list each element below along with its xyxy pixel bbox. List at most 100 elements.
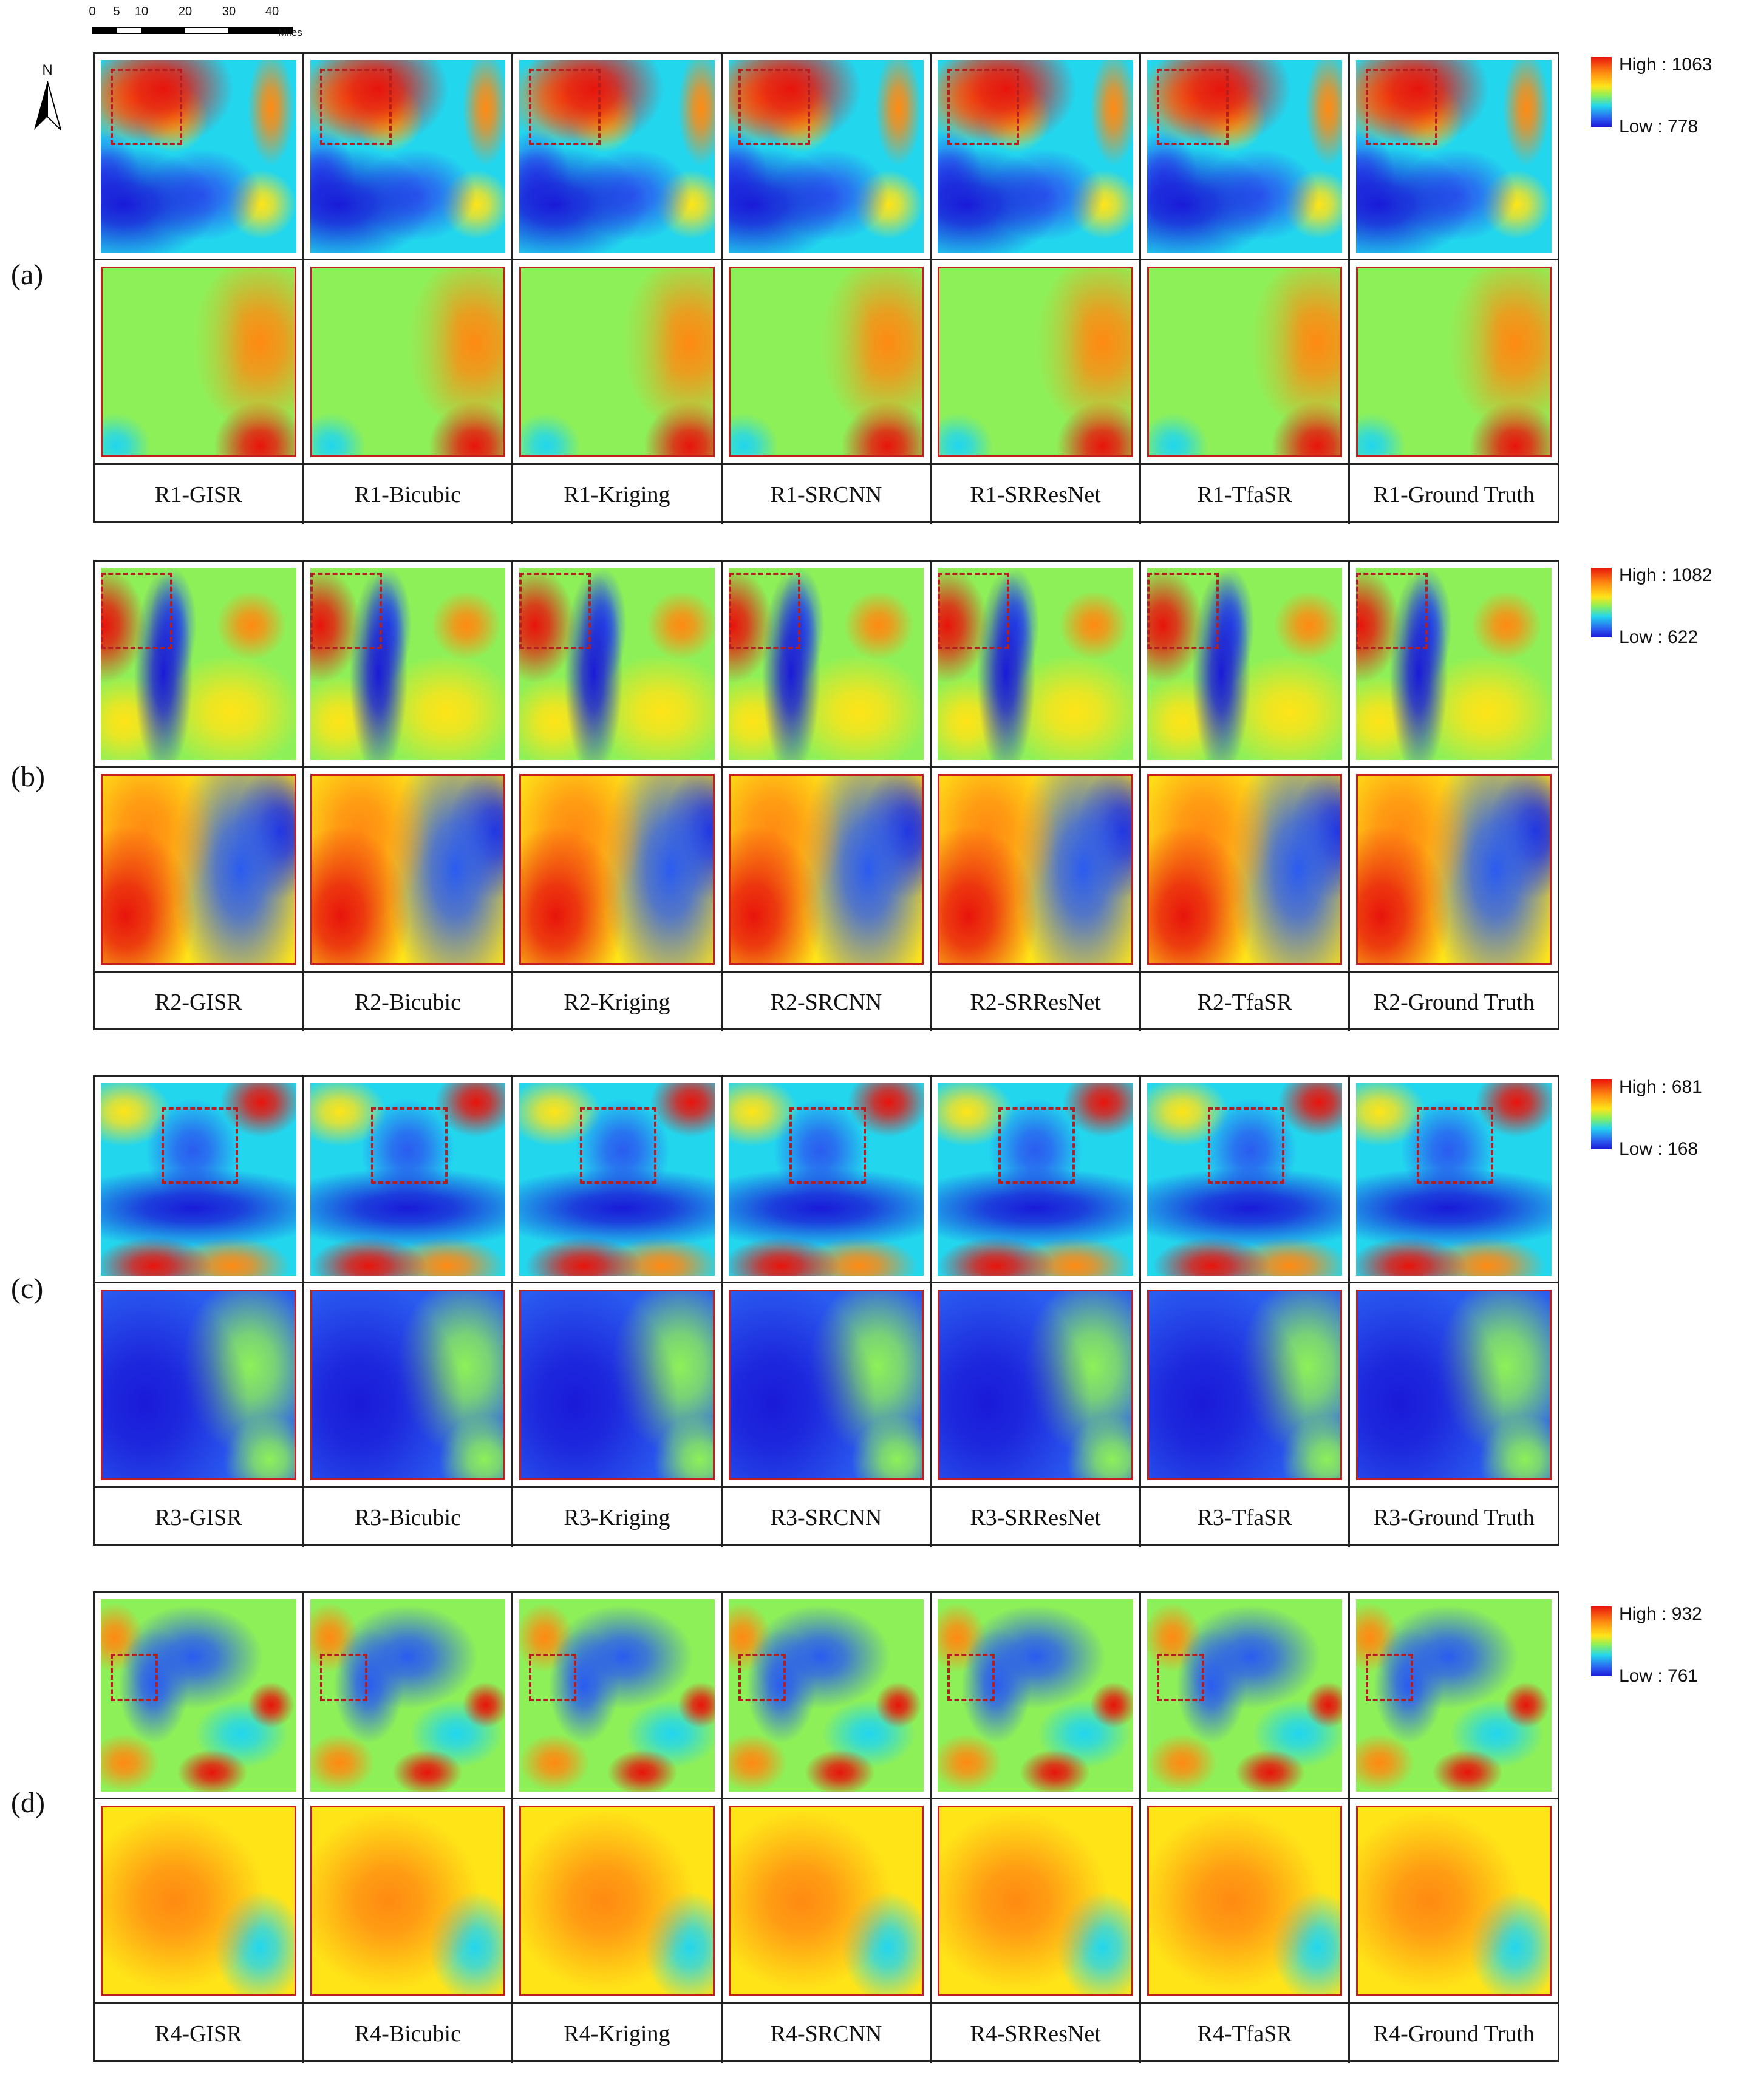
method-label-cell: R1-Bicubic <box>304 465 514 524</box>
label-row: R1-GISR R1-Bicubic R1-Kriging R1-SRCNN R1-SR… <box>95 465 1558 524</box>
scale-tick: 40 <box>265 5 279 18</box>
method-label: R3-Ground Truth <box>1373 1504 1535 1531</box>
zoom-cell <box>1350 768 1558 971</box>
zoom-cell <box>932 768 1141 971</box>
scale-tick: 20 <box>178 5 193 18</box>
overview-cell <box>304 1593 514 1798</box>
zoom-cell <box>1141 1283 1351 1486</box>
dem-zoom-map <box>1356 267 1552 457</box>
method-label: R2-Bicubic <box>354 989 461 1015</box>
dem-overview-map <box>1147 1599 1343 1792</box>
dem-overview-map <box>728 568 924 760</box>
zoom-region-box <box>111 1654 158 1701</box>
method-label-cell: R2-GISR <box>95 973 304 1031</box>
zoom-cell <box>932 1799 1141 2002</box>
method-label-cell: R2-Kriging <box>513 973 723 1031</box>
zoom-region-box <box>529 1654 577 1701</box>
dem-overview-map <box>728 1083 924 1276</box>
zoom-region-box <box>789 1107 866 1184</box>
dem-overview-map <box>310 1083 506 1276</box>
zoom-cell <box>513 1799 723 2002</box>
method-label: R1-TfaSR <box>1197 481 1292 508</box>
method-label: R1-SRResNet <box>970 481 1101 508</box>
method-label-cell: R1-GISR <box>95 465 304 524</box>
overview-cell <box>723 562 932 766</box>
zoom-cell <box>1141 768 1351 971</box>
dem-zoom-map <box>938 267 1133 457</box>
zoom-cell <box>1141 1799 1351 2002</box>
dem-overview-map <box>101 568 296 760</box>
overview-row <box>95 1077 1558 1283</box>
zoom-region-box <box>1366 69 1438 145</box>
overview-cell <box>932 54 1141 259</box>
overview-cell <box>513 1593 723 1798</box>
scale-unit: Miles <box>278 27 302 38</box>
dem-overview-map <box>101 1599 296 1792</box>
dem-zoom-map <box>310 774 506 965</box>
elevation-legend: High : 1082 Low : 622 <box>1591 565 1737 647</box>
method-label: R4-TfaSR <box>1197 2020 1292 2047</box>
legend-low: Low : 622 <box>1619 627 1699 647</box>
method-label-cell: R3-Ground Truth <box>1350 1488 1558 1547</box>
method-label: R4-SRCNN <box>770 2020 882 2047</box>
label-row: R4-GISR R4-Bicubic R4-Kriging R4-SRCNN R4-SR… <box>95 2004 1558 2063</box>
method-label-cell: R4-SRResNet <box>932 2004 1141 2063</box>
method-label-cell: R2-Ground Truth <box>1350 973 1558 1031</box>
zoom-cell <box>95 260 304 463</box>
zoom-region-box <box>1356 573 1428 649</box>
method-label-cell: R2-SRResNet <box>932 973 1141 1031</box>
dem-zoom-map <box>1147 1290 1343 1480</box>
zoom-region-box <box>1417 1107 1494 1184</box>
legend-low: Low : 168 <box>1619 1139 1699 1159</box>
overview-cell <box>1350 54 1558 259</box>
zoom-region-box <box>1366 1654 1414 1701</box>
dem-zoom-map <box>101 1806 296 1996</box>
dem-zoom-map <box>728 1806 924 1996</box>
overview-cell <box>723 54 932 259</box>
dem-overview-map <box>728 60 924 253</box>
dem-overview-map <box>938 1083 1133 1276</box>
zoom-cell <box>513 260 723 463</box>
overview-cell <box>1141 562 1351 766</box>
overview-cell <box>95 562 304 766</box>
dem-overview-map <box>519 60 715 253</box>
zoom-row <box>95 1799 1558 2004</box>
method-label: R4-Kriging <box>564 2020 670 2047</box>
dem-zoom-map <box>519 1806 715 1996</box>
legend-high: High : 1082 <box>1619 565 1712 585</box>
dem-zoom-map <box>101 1290 296 1480</box>
dem-overview-map <box>1147 60 1343 253</box>
dem-overview-map <box>1356 1599 1552 1792</box>
zoom-cell <box>95 768 304 971</box>
dem-zoom-map <box>938 1290 1133 1480</box>
dem-zoom-map <box>1147 774 1343 965</box>
method-label: R4-Bicubic <box>354 2020 461 2047</box>
method-label-cell: R1-SRResNet <box>932 465 1141 524</box>
method-label: R2-SRCNN <box>770 989 882 1015</box>
dem-overview-map <box>1147 568 1343 760</box>
dem-zoom-map <box>101 774 296 965</box>
method-label: R1-Bicubic <box>354 481 461 508</box>
method-label: R4-Ground Truth <box>1373 2020 1535 2047</box>
zoom-cell <box>1350 1283 1558 1486</box>
method-label-cell: R3-SRCNN <box>723 1488 932 1547</box>
dem-zoom-map <box>1356 1806 1552 1996</box>
method-label: R3-GISR <box>155 1504 242 1531</box>
zoom-region-box <box>111 69 182 145</box>
zoom-cell <box>932 260 1141 463</box>
method-label: R2-Ground Truth <box>1373 989 1535 1015</box>
zoom-region-box <box>1156 69 1229 145</box>
zoom-cell <box>723 1283 932 1486</box>
dem-overview-map <box>101 1083 296 1276</box>
scale-bar-ticks: 0 5 10 20 30 40 <box>85 5 316 21</box>
scale-tick: 30 <box>222 5 236 18</box>
dem-overview-map <box>1147 1083 1343 1276</box>
label-row: R3-GISR R3-Bicubic R3-Kriging R3-SRCNN R3-SR… <box>95 1488 1558 1547</box>
zoom-cell <box>1350 260 1558 463</box>
method-label-cell: R3-TfaSR <box>1141 1488 1351 1547</box>
method-label: R2-SRResNet <box>970 989 1101 1015</box>
dem-zoom-map <box>728 267 924 457</box>
dem-zoom-map <box>310 1290 506 1480</box>
label-row: R2-GISR R2-Bicubic R2-Kriging R2-SRCNN R2-SR… <box>95 973 1558 1031</box>
zoom-cell <box>95 1799 304 2002</box>
